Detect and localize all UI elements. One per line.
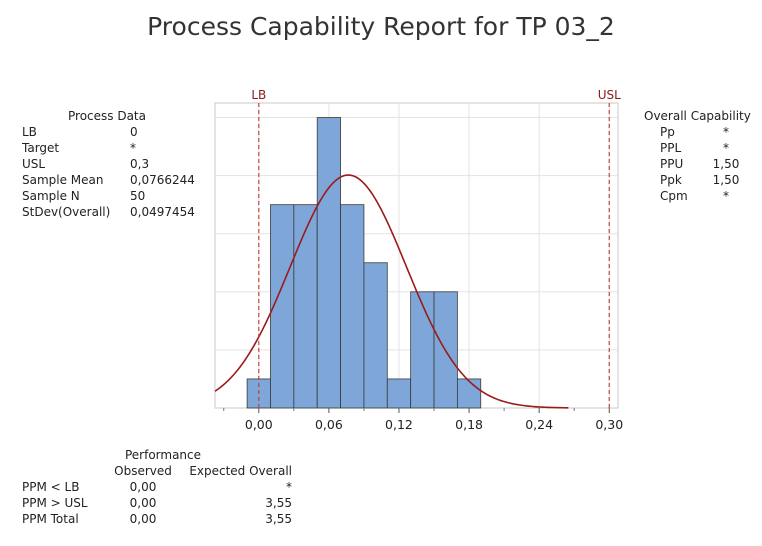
process-data-value: 0,3 bbox=[130, 157, 150, 171]
capability-value: 1,50 bbox=[712, 173, 740, 187]
overall-capability-header: Overall Capability bbox=[644, 109, 751, 123]
process-data-value: 50 bbox=[130, 189, 146, 203]
capability-value: * bbox=[723, 141, 729, 155]
capability-label: Cpm bbox=[660, 189, 688, 203]
process-data-row: StDev(Overall) 0,0497454 bbox=[22, 204, 212, 220]
performance-col-observed: Observed bbox=[114, 464, 172, 478]
x-tick-label: 0,30 bbox=[595, 417, 623, 432]
histogram-bar bbox=[363, 262, 388, 409]
reference-label-lb: LB bbox=[251, 88, 266, 102]
process-data-label: LB bbox=[22, 125, 37, 139]
histogram-bar bbox=[293, 204, 318, 409]
process-data-label: Sample N bbox=[22, 189, 80, 203]
histogram-bar bbox=[340, 204, 365, 409]
capability-row: PPL * bbox=[644, 140, 762, 156]
performance-col-expected: Expected Overall bbox=[189, 464, 292, 478]
process-data-row: Sample Mean 0,0766244 bbox=[22, 172, 212, 188]
performance-row: PPM > USL 0,00 3,55 bbox=[22, 495, 312, 511]
capability-label: Ppk bbox=[660, 173, 682, 187]
histogram-bar bbox=[386, 378, 412, 409]
capability-label: PPU bbox=[660, 157, 684, 171]
capability-value: 1,50 bbox=[712, 157, 740, 171]
process-data-value: 0,0497454 bbox=[130, 205, 195, 219]
process-data-row: USL 0,3 bbox=[22, 156, 212, 172]
histogram-bar bbox=[410, 291, 435, 409]
capability-label: Pp bbox=[660, 125, 675, 139]
x-tick-label: 0,12 bbox=[385, 417, 413, 432]
capability-row: Pp * bbox=[644, 124, 762, 140]
overall-capability-panel: Overall Capability Pp * PPL * PPU 1,50 Ppk 1… bbox=[644, 108, 762, 204]
process-data-row: Target * bbox=[22, 140, 212, 156]
capability-row: PPU 1,50 bbox=[644, 156, 762, 172]
x-tick-label: 0,00 bbox=[245, 417, 273, 432]
x-tick-label: 0,06 bbox=[315, 417, 343, 432]
capability-value: * bbox=[723, 189, 729, 203]
capability-row: Ppk 1,50 bbox=[644, 172, 762, 188]
capability-row: Cpm * bbox=[644, 188, 762, 204]
process-data-label: Sample Mean bbox=[22, 173, 104, 187]
process-data-header: Process Data bbox=[68, 109, 146, 123]
performance-header: Performance bbox=[124, 448, 202, 462]
performance-expected: 3,55 bbox=[265, 512, 292, 526]
process-data-label: USL bbox=[22, 157, 46, 171]
process-data-panel: Process Data LB 0 Target * USL 0,3 Sample M… bbox=[22, 108, 212, 220]
performance-label: PPM < LB bbox=[22, 480, 80, 494]
process-data-value: 0 bbox=[130, 125, 138, 139]
performance-label: PPM Total bbox=[22, 512, 79, 526]
normal-curve bbox=[214, 174, 569, 409]
performance-observed: 0,00 bbox=[129, 480, 157, 494]
process-data-row: Sample N 50 bbox=[22, 188, 212, 204]
process-data-row: LB 0 bbox=[22, 124, 212, 140]
process-data-label: StDev(Overall) bbox=[22, 205, 111, 219]
capability-label: PPL bbox=[660, 141, 682, 155]
performance-expected: * bbox=[286, 480, 292, 494]
process-data-value: * bbox=[130, 141, 136, 155]
histogram-bar bbox=[456, 378, 482, 409]
process-data-value: 0,0766244 bbox=[130, 173, 195, 187]
performance-expected: 3,55 bbox=[265, 496, 292, 510]
performance-observed: 0,00 bbox=[129, 496, 157, 510]
x-tick-label: 0,24 bbox=[525, 417, 553, 432]
process-data-label: Target bbox=[22, 141, 60, 155]
page-title: Process Capability Report for TP 03_2 bbox=[147, 12, 615, 41]
reference-label-usl: USL bbox=[598, 88, 621, 102]
performance-label: PPM > USL bbox=[22, 496, 88, 510]
capability-value: * bbox=[723, 125, 729, 139]
performance-row: PPM Total 0,00 3,55 bbox=[22, 511, 312, 527]
x-tick-label: 0,18 bbox=[455, 417, 483, 432]
performance-panel: Performance Observed Expected Overall PPM… bbox=[22, 447, 312, 527]
performance-observed: 0,00 bbox=[129, 512, 157, 526]
histogram-bar bbox=[316, 117, 341, 409]
performance-column-headers: Observed Expected Overall bbox=[22, 463, 312, 479]
performance-row: PPM < LB 0,00 * bbox=[22, 479, 312, 495]
performance-header-row: Performance bbox=[22, 447, 312, 463]
